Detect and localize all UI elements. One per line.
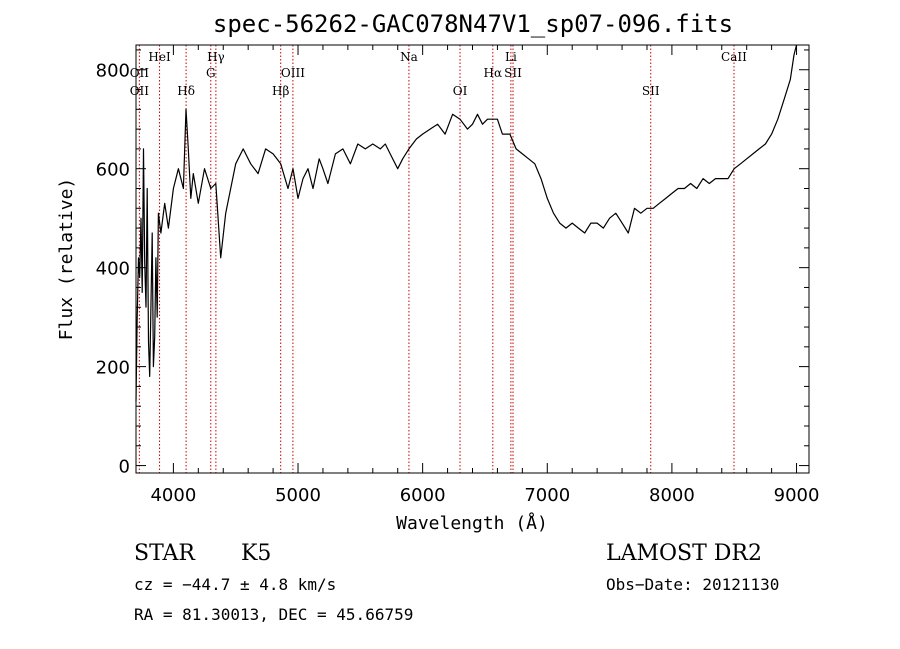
x-tick-label: 9000 [774, 485, 820, 506]
observation-date: Obs−Date: 20121130 [606, 575, 779, 594]
line-marker-label: Hδ [177, 84, 195, 98]
line-marker-label: OII [130, 84, 150, 98]
object-class: STAR [134, 541, 196, 566]
y-tick-label: 200 [96, 358, 130, 379]
line-marker-label: OIII [281, 66, 305, 80]
y-axis-label: Flux (relative) [56, 178, 77, 341]
x-tick-label: 7000 [524, 485, 570, 506]
spectrum-line [135, 44, 798, 402]
y-axis-ticks: 0 200 400 600 800 [96, 49, 809, 478]
line-marker-label: OI [453, 84, 468, 98]
x-tick-label: 6000 [400, 485, 446, 506]
x-tick-label: 5000 [275, 485, 321, 506]
line-marker-label: SII [504, 66, 522, 80]
chart-title: spec-56262-GAC078N47V1_sp07-096.fits [213, 10, 733, 38]
line-marker-label: HeI [148, 50, 171, 64]
line-marker-label: Hγ [207, 50, 225, 64]
line-marker-label: Hα [484, 66, 503, 80]
line-marker-label: G [206, 66, 216, 80]
x-tick-label: 4000 [150, 485, 196, 506]
y-tick-label: 600 [96, 160, 130, 181]
line-marker-label: SII [642, 84, 660, 98]
survey-name: LAMOST DR2 [606, 541, 762, 566]
x-axis-label: Wavelength (Å) [396, 512, 548, 534]
sky-coordinates: RA = 81.30013, DEC = 45.66759 [134, 605, 413, 624]
y-tick-label: 0 [119, 457, 130, 478]
line-marker-label: CaII [721, 50, 747, 64]
line-marker-label: OII [130, 66, 150, 80]
x-tick-label: 8000 [649, 485, 695, 506]
line-marker-label: Na [400, 50, 418, 64]
line-marker-label: Hβ [272, 84, 289, 98]
x-axis-ticks: 4000 5000 6000 7000 8000 9000 [150, 45, 819, 506]
plot-frame [135, 44, 810, 474]
line-marker-label: Li [505, 50, 517, 64]
y-tick-label: 400 [96, 259, 130, 280]
y-tick-label: 800 [96, 61, 130, 82]
line-marker-layer [138, 45, 735, 473]
redshift-cz: cz = −44.7 ± 4.8 km/s [134, 575, 336, 594]
object-subclass: K5 [241, 541, 271, 566]
